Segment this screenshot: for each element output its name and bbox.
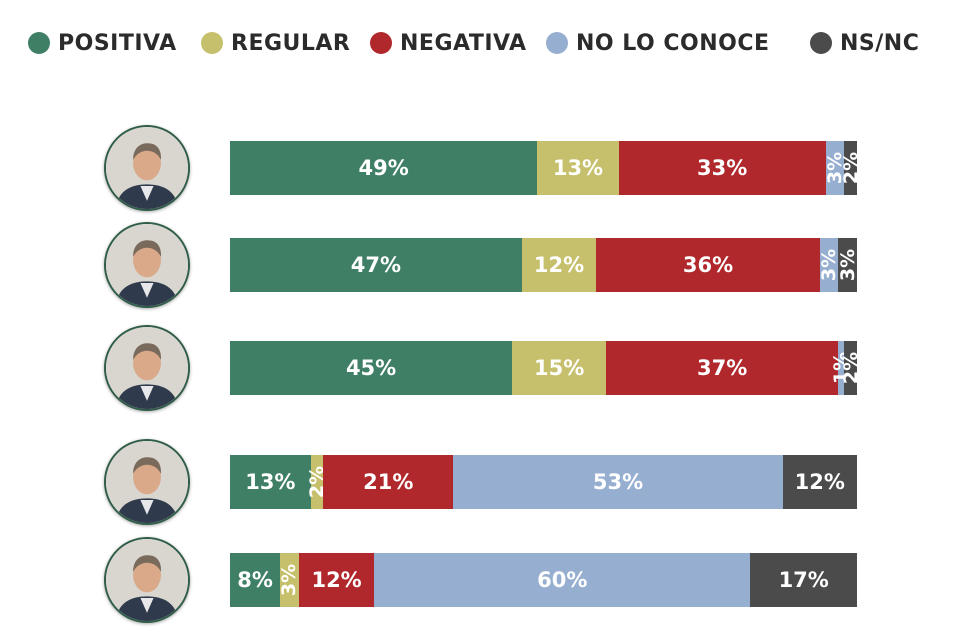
bar-segment-positiva: 8% bbox=[230, 553, 281, 607]
data-label: 47% bbox=[350, 253, 402, 277]
bar-segment-regular: 13% bbox=[537, 141, 619, 195]
stacked-bar: 47% 12% 36% 3% 3% bbox=[230, 238, 859, 292]
data-label: 2% bbox=[839, 351, 862, 385]
person-photo-icon bbox=[106, 224, 188, 306]
data-label: 15% bbox=[534, 356, 585, 380]
legend-label-positiva: POSITIVA bbox=[58, 30, 177, 56]
bar-segment-no-lo-conoce: 53% bbox=[453, 455, 783, 509]
bar-segment-no-lo-conoce: 1% bbox=[830, 341, 852, 395]
data-label: 8% bbox=[237, 568, 273, 592]
data-label: 36% bbox=[682, 253, 734, 277]
legend-swatch-positiva bbox=[28, 32, 50, 54]
legend-label-no-lo-conoce: NO LO CONOCE bbox=[576, 30, 770, 56]
bar-segment-negativa: 12% bbox=[298, 553, 375, 607]
data-label: 53% bbox=[592, 470, 644, 494]
stacked-bar: 45% 15% 37% 1% 2% bbox=[230, 341, 862, 395]
legend-swatch-negativa bbox=[370, 32, 392, 54]
bar-segment-no-lo-conoce: 60% bbox=[374, 553, 751, 607]
stacked-bar: 8% 3% 12% 60% 17% bbox=[230, 553, 857, 607]
bar-segment-positiva: 13% bbox=[230, 455, 311, 509]
legend-item-positiva: POSITIVA bbox=[28, 30, 177, 56]
data-label: 12% bbox=[794, 470, 845, 494]
bar-segment-ns-nc: 2% bbox=[840, 141, 862, 195]
stacked-bar: 49% 13% 33% 3% 2% bbox=[230, 141, 862, 195]
data-label: 45% bbox=[345, 356, 397, 380]
data-label: 12% bbox=[311, 568, 362, 592]
bar-segment-regular: 2% bbox=[306, 455, 328, 509]
person-avatar bbox=[104, 125, 190, 211]
legend-item-nsnc: NS/NC bbox=[810, 30, 919, 56]
data-label: 33% bbox=[697, 156, 748, 180]
data-label: 17% bbox=[778, 568, 829, 592]
bar-segment-positiva: 47% bbox=[230, 238, 522, 292]
bar-segment-ns-nc: 3% bbox=[836, 238, 859, 292]
chart-legend: POSITIVA REGULAR NEGATIVA NO LO CONOCE N… bbox=[0, 0, 960, 86]
person-avatar bbox=[104, 325, 190, 411]
bar-segment-positiva: 45% bbox=[230, 341, 513, 395]
bar-segment-regular: 3% bbox=[278, 553, 301, 607]
data-label: 49% bbox=[358, 156, 409, 180]
bar-segment-regular: 12% bbox=[521, 238, 597, 292]
bar-segment-regular: 15% bbox=[512, 341, 607, 395]
bar-segment-no-lo-conoce: 3% bbox=[824, 141, 846, 195]
legend-item-regular: REGULAR bbox=[201, 30, 350, 56]
data-label: 12% bbox=[533, 253, 585, 277]
legend-item-negativa: NEGATIVA bbox=[370, 30, 527, 56]
data-label: 3% bbox=[836, 248, 859, 282]
legend-label-negativa: NEGATIVA bbox=[400, 30, 527, 56]
person-avatar bbox=[104, 222, 190, 308]
person-avatar bbox=[104, 537, 190, 623]
data-label: 2% bbox=[839, 151, 862, 185]
data-label: 21% bbox=[363, 470, 414, 494]
bar-segment-no-lo-conoce: 3% bbox=[818, 238, 840, 292]
data-label: 37% bbox=[697, 356, 748, 380]
bar-segment-negativa: 33% bbox=[618, 141, 826, 195]
bar-segment-negativa: 37% bbox=[606, 341, 839, 395]
bar-segment-ns-nc: 12% bbox=[782, 455, 857, 509]
legend-swatch-regular bbox=[201, 32, 223, 54]
person-photo-icon bbox=[106, 441, 188, 523]
bar-segment-ns-nc: 17% bbox=[750, 553, 857, 607]
data-label: 3% bbox=[278, 563, 301, 597]
person-photo-icon bbox=[106, 539, 188, 621]
person-avatar bbox=[104, 439, 190, 525]
stacked-bar: 13% 2% 21% 53% 12% bbox=[230, 455, 857, 509]
bar-segment-positiva: 49% bbox=[230, 141, 538, 195]
legend-label-nsnc: NS/NC bbox=[840, 30, 920, 56]
data-label: 60% bbox=[537, 568, 588, 592]
bar-segment-negativa: 21% bbox=[323, 455, 454, 509]
bar-segment-ns-nc: 2% bbox=[840, 341, 862, 395]
legend-swatch-no-lo-conoce bbox=[546, 32, 568, 54]
legend-label-regular: REGULAR bbox=[231, 30, 351, 56]
legend-item-no-lo-conoce: NO LO CONOCE bbox=[546, 30, 770, 56]
data-label: 13% bbox=[245, 470, 296, 494]
person-photo-icon bbox=[106, 127, 188, 209]
legend-swatch-nsnc bbox=[810, 32, 832, 54]
person-photo-icon bbox=[106, 327, 188, 409]
bar-segment-negativa: 36% bbox=[596, 238, 820, 292]
data-label: 13% bbox=[552, 156, 604, 180]
